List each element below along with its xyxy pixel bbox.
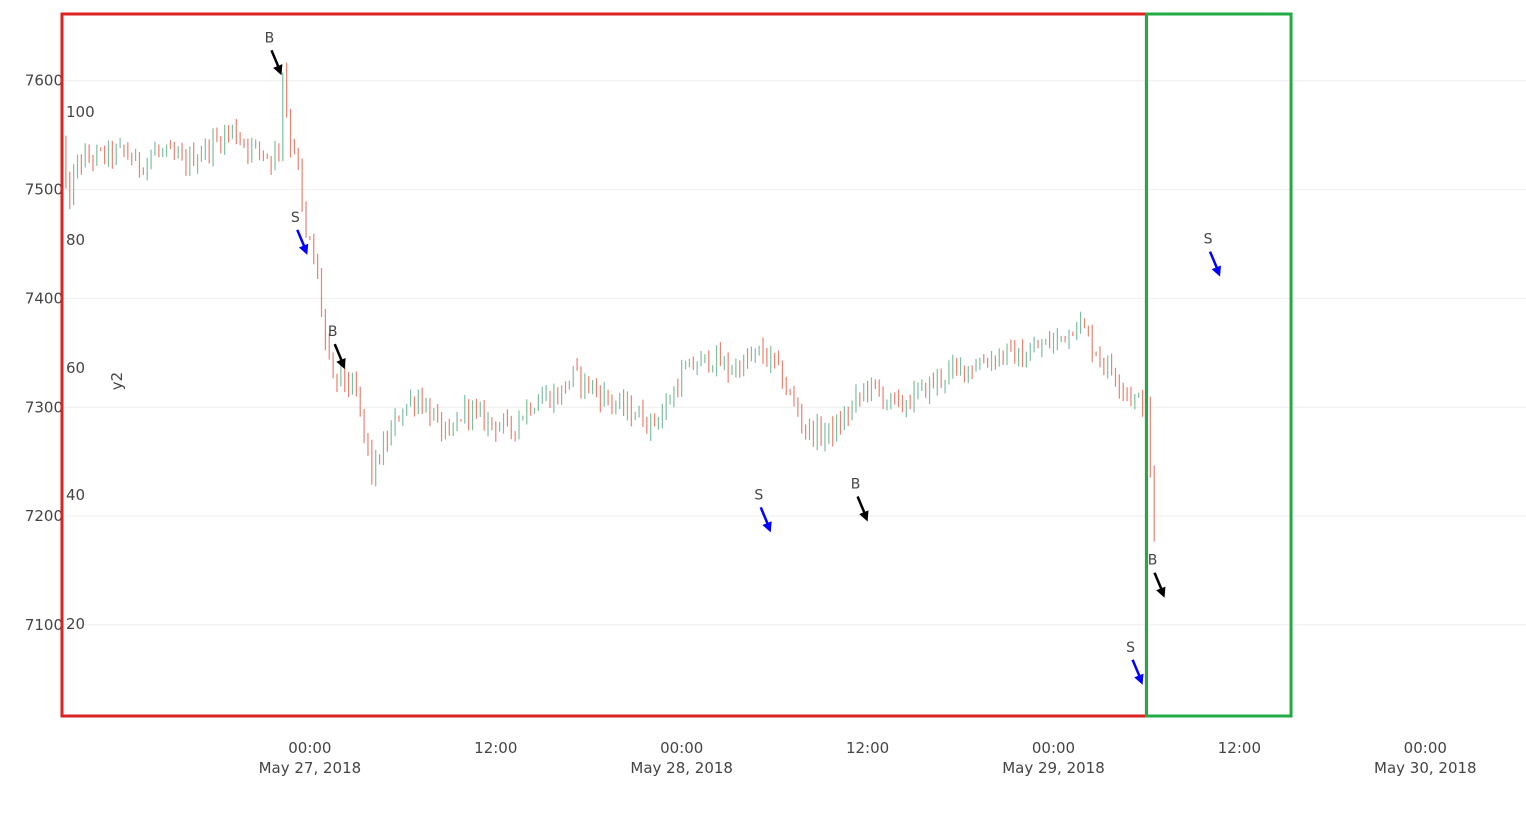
trade-annotation-B: B [1148, 553, 1166, 598]
annotation-label: S [291, 210, 300, 226]
annotation-arrow-head [336, 358, 346, 370]
annotation-label: S [754, 487, 763, 503]
annotation-arrow-head [859, 510, 869, 522]
trade-annotation-S: S [291, 210, 309, 255]
candles [61, 62, 1155, 542]
y-tick-label: 7100 [25, 616, 63, 634]
highlight-boxes [60, 12, 1293, 718]
trade-annotation-B: B [265, 30, 283, 76]
y-tick-label: 7300 [25, 398, 63, 416]
annotation-label: B [265, 30, 275, 46]
x-tick-label: 12:00 [846, 739, 889, 757]
x-tick-label: 00:00 [1404, 739, 1447, 757]
x-tick-label: 00:00 [288, 739, 331, 757]
x-tick-date: May 27, 2018 [259, 759, 362, 777]
x-tick-date: May 28, 2018 [630, 759, 733, 777]
y-tick-label: 7600 [25, 72, 63, 90]
highlight-box-green [1144, 12, 1293, 718]
x-tick-label: 00:00 [1032, 739, 1075, 757]
x-tick-date: May 29, 2018 [1002, 759, 1105, 777]
annotation-arrow-head [1156, 586, 1166, 598]
x-tick-date: May 30, 2018 [1374, 759, 1477, 777]
x-tick-label: 00:00 [660, 739, 703, 757]
y2-tick-label: 60 [66, 359, 85, 377]
y-tick-label: 7200 [25, 507, 63, 525]
trade-annotation-B: B [328, 324, 346, 370]
annotation-arrow-head [1211, 265, 1221, 277]
annotation-label: B [851, 477, 861, 493]
y-axis-ticks: 7100 7200 7300 7400 7500 7600 [25, 72, 63, 634]
y-tick-label: 7500 [25, 181, 63, 199]
trade-annotation-B: B [851, 477, 869, 522]
x-tick-label: 12:00 [474, 739, 517, 757]
highlight-box-red [60, 12, 1148, 718]
annotation-label: B [1148, 553, 1158, 569]
trade-annotation-S: S [1126, 640, 1144, 685]
y-tick-label: 7400 [25, 289, 63, 307]
x-tick-label: 12:00 [1218, 739, 1261, 757]
y2-tick-label: 20 [66, 615, 85, 633]
trade-annotation-S: S [754, 487, 772, 533]
trade-annotations: B S B S B S B S [265, 30, 1221, 685]
y2-tick-label: 40 [66, 486, 85, 504]
trade-annotation-S: S [1204, 232, 1221, 277]
x-axis-ticks: 00:00 May 27, 2018 12:00 00:00 May 28, 2018 1… [259, 739, 1477, 777]
annotation-arrow-head [762, 521, 772, 533]
annotation-arrow-head [298, 243, 309, 255]
y2-axis-label: y2 [108, 372, 126, 390]
annotation-arrow-head [1134, 673, 1144, 685]
y2-tick-label: 100 [66, 103, 95, 121]
y2-tick-label: 80 [66, 231, 85, 249]
annotation-label: B [328, 324, 338, 340]
gridlines [62, 80, 1526, 626]
y2-axis-ticks: 20 40 60 80 100 [66, 103, 95, 633]
annotation-label: S [1204, 232, 1213, 248]
annotation-label: S [1126, 640, 1135, 656]
annotation-arrow-head [273, 64, 283, 76]
